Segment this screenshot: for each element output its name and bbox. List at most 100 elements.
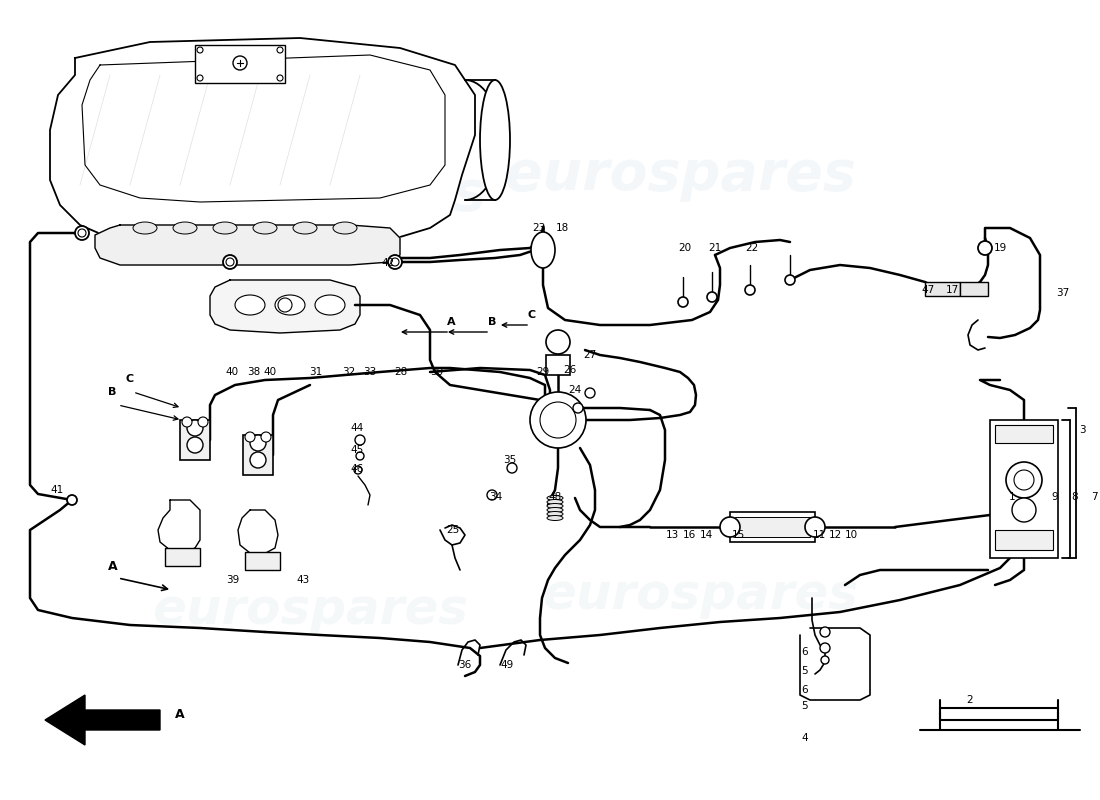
Circle shape [67, 495, 77, 505]
Circle shape [226, 258, 234, 266]
Text: 15: 15 [732, 530, 745, 540]
Text: 14: 14 [700, 530, 713, 540]
Text: 26: 26 [563, 365, 576, 375]
Text: 7: 7 [1091, 492, 1098, 502]
Bar [243, 435, 273, 475]
Text: 34: 34 [490, 492, 503, 502]
Circle shape [530, 392, 586, 448]
Text: 20: 20 [679, 243, 692, 253]
Text: 41: 41 [51, 485, 64, 495]
Ellipse shape [547, 511, 563, 517]
Text: 42: 42 [382, 258, 395, 268]
Text: 33: 33 [363, 367, 376, 377]
Text: 1: 1 [1009, 492, 1015, 502]
Circle shape [197, 75, 204, 81]
Ellipse shape [547, 507, 563, 513]
Circle shape [1014, 470, 1034, 490]
Polygon shape [95, 225, 400, 265]
Bar [165, 548, 200, 566]
Bar [180, 420, 210, 460]
Ellipse shape [213, 222, 236, 234]
Ellipse shape [333, 222, 358, 234]
Text: 49: 49 [500, 660, 514, 670]
Circle shape [78, 229, 86, 237]
Text: B: B [488, 317, 496, 327]
Circle shape [573, 403, 583, 413]
Text: 37: 37 [1056, 288, 1069, 298]
Ellipse shape [133, 222, 157, 234]
Text: 28: 28 [395, 367, 408, 377]
Text: 44: 44 [351, 423, 364, 433]
Text: 32: 32 [342, 367, 355, 377]
Circle shape [785, 275, 795, 285]
Circle shape [720, 517, 740, 537]
Circle shape [487, 490, 497, 500]
Text: 35: 35 [504, 455, 517, 465]
Text: 48: 48 [549, 492, 562, 502]
Bar [735, 517, 810, 537]
Bar [960, 282, 988, 296]
Text: 17: 17 [945, 285, 958, 295]
Circle shape [1006, 462, 1042, 498]
Text: 47: 47 [922, 285, 935, 295]
Ellipse shape [173, 222, 197, 234]
Text: 31: 31 [309, 367, 322, 377]
Circle shape [356, 452, 364, 460]
Text: 29: 29 [537, 367, 550, 377]
Circle shape [197, 47, 204, 53]
Text: 27: 27 [583, 350, 596, 360]
Text: 38: 38 [248, 367, 261, 377]
Circle shape [821, 656, 829, 664]
Text: 10: 10 [845, 530, 858, 540]
Circle shape [277, 75, 283, 81]
Text: 19: 19 [993, 243, 1007, 253]
Text: 22: 22 [746, 243, 759, 253]
Text: 8: 8 [1071, 492, 1078, 502]
Text: 24: 24 [569, 385, 582, 395]
Text: 6: 6 [802, 685, 808, 695]
Text: 36: 36 [459, 660, 472, 670]
Text: 6: 6 [802, 647, 808, 657]
Text: 25: 25 [447, 525, 460, 535]
Text: 5: 5 [802, 701, 808, 711]
Circle shape [233, 56, 248, 70]
Text: 40: 40 [226, 367, 239, 377]
Text: 9: 9 [1052, 492, 1058, 502]
Circle shape [707, 292, 717, 302]
Bar [195, 45, 285, 83]
Text: 3: 3 [1079, 425, 1086, 435]
Circle shape [978, 241, 992, 255]
Text: 16: 16 [682, 530, 695, 540]
Ellipse shape [275, 295, 305, 315]
Text: eurospares: eurospares [542, 571, 858, 619]
Text: 21: 21 [708, 243, 722, 253]
Circle shape [546, 330, 570, 354]
Circle shape [261, 432, 271, 442]
Text: 12: 12 [828, 530, 842, 540]
Circle shape [585, 388, 595, 398]
Text: B: B [108, 387, 117, 397]
Ellipse shape [480, 80, 510, 200]
Text: A: A [108, 560, 118, 573]
Circle shape [745, 285, 755, 295]
Text: 45: 45 [351, 445, 364, 455]
Circle shape [390, 258, 399, 266]
Circle shape [820, 643, 830, 653]
Bar [730, 512, 815, 542]
Circle shape [1012, 498, 1036, 522]
Polygon shape [45, 695, 159, 745]
Text: C: C [125, 374, 133, 384]
Circle shape [507, 463, 517, 473]
Text: 46: 46 [351, 464, 364, 474]
Circle shape [355, 435, 365, 445]
Ellipse shape [547, 499, 563, 505]
Circle shape [198, 417, 208, 427]
Bar [925, 282, 960, 296]
Text: eurospares: eurospares [152, 586, 468, 634]
Polygon shape [210, 280, 360, 333]
Circle shape [277, 47, 283, 53]
Bar [996, 425, 1053, 443]
Ellipse shape [531, 232, 556, 268]
Bar [996, 530, 1053, 550]
Text: 18: 18 [556, 223, 569, 233]
